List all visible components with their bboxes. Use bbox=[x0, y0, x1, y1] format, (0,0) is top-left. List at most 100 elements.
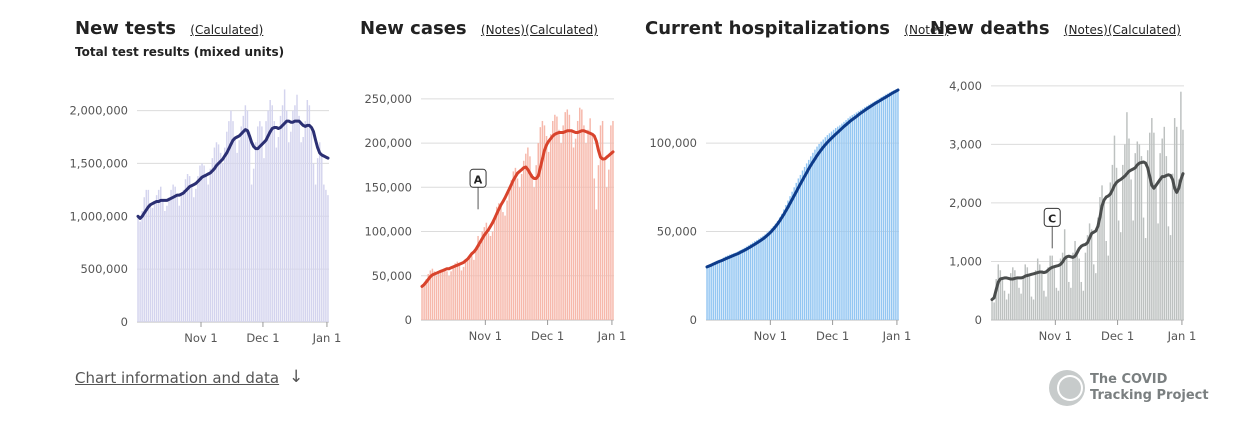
bar bbox=[464, 261, 467, 320]
brand-line-2: Tracking Project bbox=[1090, 388, 1209, 403]
bar bbox=[316, 158, 319, 322]
bar bbox=[469, 254, 471, 320]
notes-link[interactable]: (Notes) bbox=[904, 23, 949, 37]
bar bbox=[437, 274, 440, 320]
bar bbox=[325, 189, 327, 322]
bar bbox=[1066, 258, 1068, 320]
notes-link[interactable]: (Notes) bbox=[480, 23, 525, 37]
bar bbox=[564, 112, 566, 320]
bar bbox=[433, 271, 436, 320]
bar bbox=[254, 142, 257, 322]
bar bbox=[739, 250, 741, 320]
bar bbox=[228, 121, 230, 323]
bar bbox=[493, 215, 496, 320]
calculated-link[interactable]: (Calculated) bbox=[1107, 23, 1181, 37]
bar bbox=[890, 91, 893, 321]
bar bbox=[1055, 287, 1058, 320]
bar bbox=[832, 129, 835, 320]
panel-title-text: New deaths bbox=[930, 18, 1050, 39]
bar bbox=[1171, 173, 1174, 320]
chart-information-link[interactable]: Chart information and data bbox=[75, 369, 280, 387]
bar bbox=[1001, 279, 1004, 320]
bar bbox=[1039, 264, 1041, 320]
bar bbox=[281, 105, 284, 323]
bar bbox=[764, 234, 766, 320]
bar bbox=[710, 263, 712, 320]
bar bbox=[1076, 249, 1078, 320]
bar bbox=[143, 197, 145, 322]
bar bbox=[1088, 223, 1091, 320]
bar bbox=[861, 108, 864, 320]
bar bbox=[866, 105, 868, 320]
bar bbox=[1005, 299, 1008, 320]
bar bbox=[263, 158, 265, 322]
bar bbox=[810, 156, 812, 320]
bar bbox=[576, 120, 579, 320]
x-tick-label: Nov 1 bbox=[754, 329, 787, 343]
chart-new-cases: 0 50,000 100,000 150,000 200,000 250,000 Nov 1… bbox=[364, 92, 626, 343]
calculated-link[interactable]: (Calculated) bbox=[190, 23, 264, 37]
calculated-link[interactable]: (Calculated) bbox=[524, 23, 598, 37]
bar bbox=[246, 110, 249, 322]
bar bbox=[830, 131, 833, 320]
bar bbox=[215, 142, 218, 322]
bar bbox=[477, 235, 479, 320]
bar bbox=[1074, 240, 1076, 320]
bar bbox=[1157, 223, 1159, 320]
bar bbox=[591, 134, 593, 320]
bar bbox=[250, 184, 253, 322]
panel-title-new-cases: New cases (Notes)(Calculated) bbox=[360, 18, 598, 39]
panel-subtitle-new-tests: Total test results (mixed units) bbox=[75, 45, 285, 59]
x-tick-label: Dec 1 bbox=[531, 329, 564, 343]
bar bbox=[826, 135, 829, 320]
bar bbox=[277, 137, 280, 322]
bar bbox=[608, 169, 610, 320]
bar bbox=[265, 121, 267, 323]
notes-link[interactable]: (Notes) bbox=[1063, 23, 1108, 37]
bar bbox=[273, 121, 276, 323]
bar bbox=[720, 258, 723, 320]
bar bbox=[872, 102, 874, 320]
y-tick-label: 250,000 bbox=[364, 92, 412, 106]
bar bbox=[1105, 240, 1107, 320]
bar bbox=[991, 299, 993, 320]
bar bbox=[1092, 264, 1095, 320]
bar bbox=[878, 98, 881, 320]
series-line-7-day-average bbox=[136, 119, 330, 220]
bar bbox=[562, 125, 564, 320]
bar bbox=[1107, 255, 1109, 320]
bar bbox=[783, 209, 785, 320]
bar bbox=[193, 197, 195, 322]
bar bbox=[712, 262, 715, 320]
bar bbox=[1053, 267, 1056, 320]
bar bbox=[776, 220, 779, 320]
bar bbox=[483, 227, 486, 320]
y-tick-label: 150,000 bbox=[364, 180, 412, 194]
bar bbox=[448, 275, 450, 320]
bar bbox=[160, 186, 162, 322]
bar bbox=[1020, 293, 1022, 320]
y-tick-label: 0 bbox=[405, 313, 412, 327]
bar bbox=[226, 131, 228, 322]
bar bbox=[1047, 267, 1049, 320]
bar bbox=[485, 222, 488, 320]
bar bbox=[518, 187, 521, 320]
bar bbox=[795, 182, 798, 320]
bar bbox=[535, 165, 537, 320]
bar bbox=[834, 128, 837, 320]
bar bbox=[597, 165, 600, 320]
bar bbox=[269, 100, 271, 322]
bar bbox=[259, 121, 261, 323]
bar bbox=[510, 180, 513, 320]
bar bbox=[197, 176, 199, 322]
y-tick-label: 2,000 bbox=[949, 196, 982, 210]
bar bbox=[893, 90, 895, 320]
bar bbox=[1063, 229, 1066, 320]
bar bbox=[533, 187, 535, 320]
bar bbox=[805, 163, 808, 320]
bar bbox=[1034, 270, 1037, 320]
bar bbox=[170, 189, 172, 322]
bar bbox=[1084, 252, 1087, 320]
bar bbox=[603, 160, 606, 320]
bar bbox=[799, 174, 802, 320]
